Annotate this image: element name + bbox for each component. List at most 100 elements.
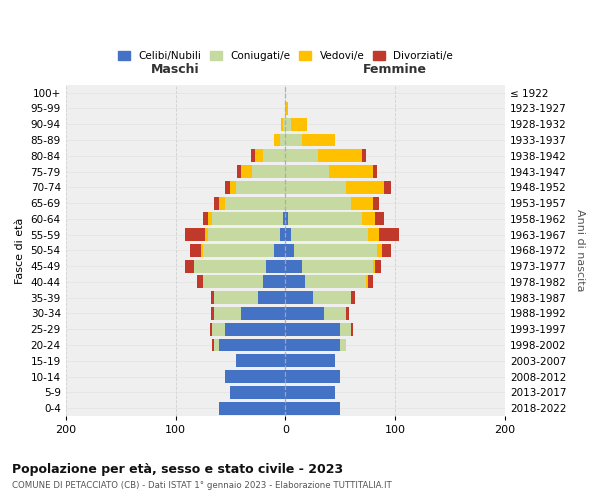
Bar (294, 244, 377, 257)
Bar (225, 181, 230, 194)
Bar (368, 228, 379, 241)
Bar (208, 228, 280, 241)
Bar (197, 276, 203, 288)
Bar (346, 181, 384, 194)
Bar (211, 291, 214, 304)
Bar (346, 307, 349, 320)
Bar (225, 196, 286, 209)
Bar (254, 150, 263, 162)
Bar (286, 402, 340, 414)
Bar (286, 370, 340, 383)
Bar (286, 196, 351, 209)
Bar (384, 181, 391, 194)
Bar (274, 244, 286, 257)
Bar (212, 212, 283, 226)
Bar (230, 181, 236, 194)
Bar (281, 118, 283, 130)
Bar (286, 323, 340, 336)
Bar (287, 212, 362, 226)
Bar (302, 134, 335, 146)
Bar (373, 260, 376, 272)
Bar (382, 244, 391, 257)
Bar (283, 118, 286, 130)
Bar (211, 307, 214, 320)
Bar (340, 338, 346, 351)
Bar (203, 276, 263, 288)
Bar (286, 102, 287, 115)
Bar (286, 134, 302, 146)
Bar (286, 228, 291, 241)
Bar (185, 260, 194, 272)
Bar (208, 212, 212, 226)
Bar (236, 354, 286, 367)
Bar (286, 260, 302, 272)
Bar (340, 323, 351, 336)
Bar (286, 386, 335, 399)
Bar (368, 276, 373, 288)
Bar (286, 212, 287, 226)
Bar (283, 212, 286, 226)
Bar (214, 291, 258, 304)
Bar (214, 338, 220, 351)
Bar (286, 276, 305, 288)
Bar (302, 260, 373, 272)
Bar (291, 118, 307, 130)
Text: Femmine: Femmine (363, 63, 427, 76)
Text: Maschi: Maschi (151, 63, 200, 76)
Bar (286, 165, 329, 178)
Bar (373, 196, 379, 209)
Bar (362, 212, 376, 226)
Bar (286, 354, 335, 367)
Bar (251, 150, 254, 162)
Bar (201, 244, 203, 257)
Bar (377, 244, 382, 257)
Bar (220, 402, 286, 414)
Y-axis label: Fasce di età: Fasce di età (15, 217, 25, 284)
Bar (185, 228, 205, 241)
Bar (351, 291, 355, 304)
Bar (203, 244, 274, 257)
Bar (291, 228, 368, 241)
Bar (220, 338, 286, 351)
Bar (329, 165, 373, 178)
Text: COMUNE DI PETACCIATO (CB) - Dati ISTAT 1° gennaio 2023 - Elaborazione TUTTITALIA: COMUNE DI PETACCIATO (CB) - Dati ISTAT 1… (12, 481, 392, 490)
Bar (286, 338, 340, 351)
Bar (236, 181, 286, 194)
Bar (241, 307, 286, 320)
Bar (230, 386, 286, 399)
Bar (319, 150, 362, 162)
Bar (280, 228, 286, 241)
Bar (286, 150, 319, 162)
Bar (258, 291, 286, 304)
Bar (194, 260, 266, 272)
Bar (362, 150, 365, 162)
Bar (214, 196, 220, 209)
Bar (209, 323, 212, 336)
Bar (220, 196, 225, 209)
Bar (212, 323, 225, 336)
Bar (365, 276, 368, 288)
Bar (205, 228, 208, 241)
Legend: Celibi/Nubili, Coniugati/e, Vedovi/e, Divorziati/e: Celibi/Nubili, Coniugati/e, Vedovi/e, Di… (113, 47, 457, 66)
Bar (253, 165, 286, 178)
Bar (203, 212, 208, 226)
Bar (286, 118, 291, 130)
Bar (212, 338, 214, 351)
Bar (225, 370, 286, 383)
Bar (237, 165, 241, 178)
Bar (286, 307, 324, 320)
Bar (263, 276, 286, 288)
Bar (379, 228, 398, 241)
Bar (266, 260, 286, 272)
Bar (324, 307, 346, 320)
Bar (351, 196, 373, 209)
Text: Popolazione per età, sesso e stato civile - 2023: Popolazione per età, sesso e stato civil… (12, 462, 343, 475)
Bar (190, 244, 201, 257)
Bar (286, 291, 313, 304)
Bar (373, 165, 377, 178)
Bar (225, 323, 286, 336)
Bar (214, 307, 241, 320)
Bar (274, 134, 280, 146)
Bar (376, 260, 381, 272)
Bar (263, 150, 286, 162)
